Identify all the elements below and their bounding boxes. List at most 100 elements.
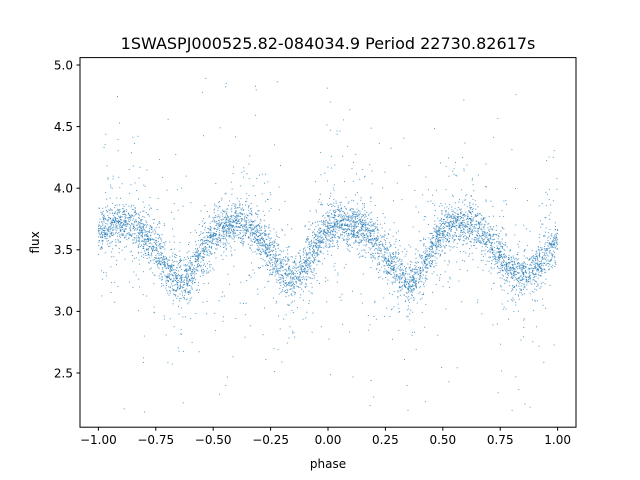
data-point xyxy=(349,251,351,252)
data-point xyxy=(197,254,199,256)
data-point xyxy=(370,222,372,224)
data-point xyxy=(552,239,554,241)
data-point xyxy=(300,270,302,272)
data-point xyxy=(290,288,292,290)
data-point xyxy=(110,221,112,223)
data-point xyxy=(173,326,175,328)
data-point xyxy=(210,231,212,233)
data-point xyxy=(189,268,191,270)
data-point xyxy=(108,217,110,219)
data-point xyxy=(445,237,447,239)
data-point xyxy=(224,237,226,239)
data-point xyxy=(120,226,122,228)
data-point xyxy=(477,212,479,214)
data-point xyxy=(172,290,174,292)
data-point xyxy=(333,213,335,215)
data-point xyxy=(436,231,438,233)
data-point xyxy=(424,238,426,240)
data-point xyxy=(145,220,147,222)
data-point xyxy=(530,264,532,266)
data-point xyxy=(139,237,141,239)
data-point xyxy=(407,305,409,307)
data-point xyxy=(523,293,525,295)
data-point xyxy=(320,220,322,222)
data-point xyxy=(462,231,464,233)
data-point xyxy=(498,255,500,257)
data-point xyxy=(333,236,335,238)
data-point xyxy=(205,77,207,79)
data-point xyxy=(532,273,534,275)
data-point xyxy=(474,215,476,217)
data-point xyxy=(337,247,339,249)
data-point xyxy=(234,231,236,233)
data-point xyxy=(110,266,112,268)
data-point xyxy=(292,312,294,314)
data-point xyxy=(267,269,269,271)
data-point xyxy=(211,236,213,238)
data-point xyxy=(419,253,421,255)
data-point xyxy=(320,202,322,204)
data-point xyxy=(213,269,215,271)
data-point xyxy=(514,257,516,259)
data-point xyxy=(503,248,505,250)
data-point xyxy=(382,213,384,215)
data-point xyxy=(346,216,348,218)
data-point xyxy=(548,188,550,190)
data-point xyxy=(438,239,440,241)
data-point xyxy=(121,229,123,231)
data-point xyxy=(210,240,212,242)
data-point xyxy=(311,271,313,273)
data-point xyxy=(553,150,555,152)
data-point xyxy=(365,243,367,245)
data-point xyxy=(414,261,416,263)
data-point xyxy=(115,218,117,220)
data-point xyxy=(355,226,357,228)
data-point xyxy=(503,262,505,263)
data-point xyxy=(514,262,516,264)
data-point xyxy=(532,260,534,262)
data-point xyxy=(517,266,518,268)
data-point xyxy=(381,260,383,262)
data-point xyxy=(377,239,379,241)
data-point xyxy=(265,247,267,249)
data-point xyxy=(191,287,193,289)
data-point xyxy=(273,242,275,244)
data-point xyxy=(417,261,419,263)
data-point xyxy=(323,222,325,224)
data-point xyxy=(483,240,485,242)
data-point xyxy=(537,260,539,262)
data-point xyxy=(470,208,472,210)
data-point xyxy=(116,212,118,214)
data-point xyxy=(142,248,144,250)
data-point xyxy=(340,226,342,228)
data-point xyxy=(289,269,291,271)
data-point xyxy=(348,224,350,226)
data-point xyxy=(203,256,205,258)
data-point xyxy=(168,259,170,261)
data-point xyxy=(153,283,155,285)
data-point xyxy=(306,262,308,264)
data-point xyxy=(506,266,508,268)
data-point xyxy=(339,202,341,204)
data-point xyxy=(455,226,457,228)
data-point xyxy=(316,252,318,254)
data-point xyxy=(219,127,221,129)
data-point xyxy=(330,216,332,218)
data-point xyxy=(131,214,133,216)
data-point xyxy=(305,238,307,240)
data-point xyxy=(224,224,226,226)
data-point xyxy=(416,280,418,282)
data-point xyxy=(542,252,544,254)
data-point xyxy=(401,281,403,283)
data-point xyxy=(534,261,536,263)
data-point xyxy=(275,273,277,275)
data-point xyxy=(469,225,471,227)
data-point xyxy=(358,233,360,235)
data-point xyxy=(401,264,403,266)
data-point xyxy=(393,222,395,224)
data-point xyxy=(263,307,265,309)
data-point xyxy=(195,266,197,268)
data-point xyxy=(292,282,294,284)
data-point xyxy=(163,257,165,259)
data-point xyxy=(404,255,406,257)
